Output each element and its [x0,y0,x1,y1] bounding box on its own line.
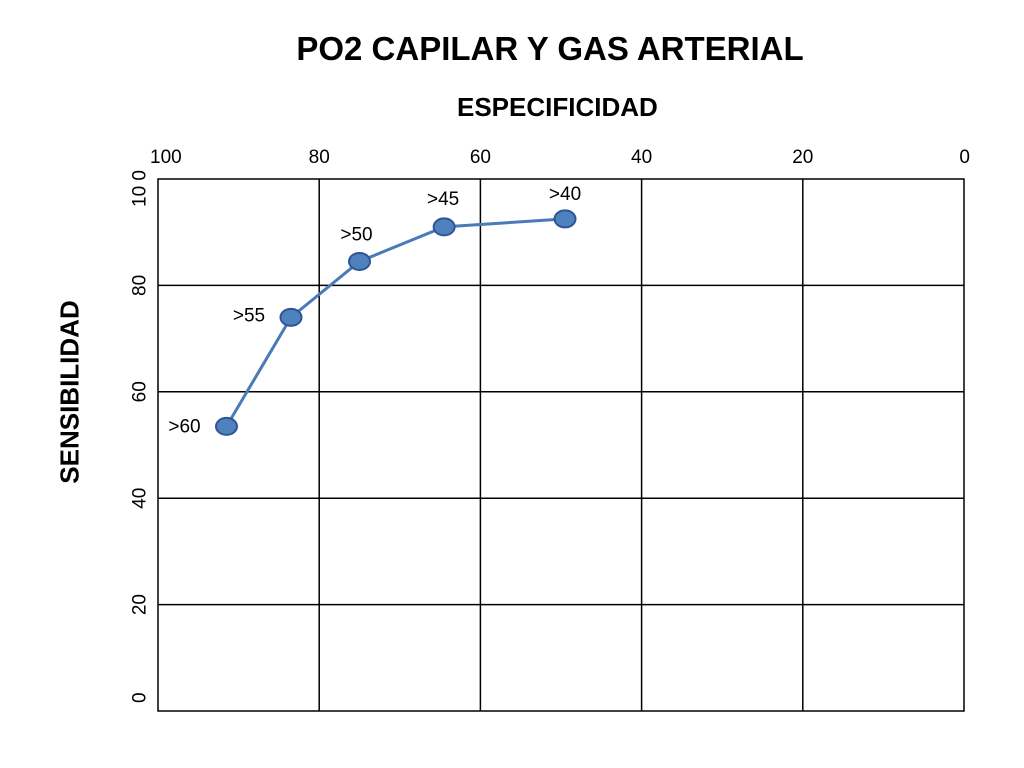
x-tick-label: 0 [959,147,970,168]
point-labels: >60 >55 >50 >45 >40 [168,184,581,437]
y-tick-labels: 0 20 40 60 80 10 0 [130,170,151,703]
x-tick-label: 20 [792,147,813,168]
data-point-marker [432,217,456,237]
chart-title: PO2 CAPILAR Y GAS ARTERIAL [296,30,804,67]
series-line [225,217,566,428]
grid [157,178,965,712]
y-tick-label: 80 [130,275,151,296]
data-point-label: >45 [427,189,459,210]
x-tick-label: 40 [631,147,652,168]
x-tick-label: 80 [309,147,330,168]
y-tick-label: 40 [130,488,151,509]
data-point-marker [348,251,371,271]
y-tick-label: 0 [130,692,151,703]
plot-frame [157,178,965,712]
x-tick-label: 100 [150,147,182,168]
data-point-marker [279,307,303,327]
data-point-marker [215,416,239,436]
data-point-label: >60 [168,416,200,437]
y-tick-label: 60 [130,381,151,402]
markers [215,209,577,436]
y-tick-label: 20 [130,594,151,615]
data-point-marker [553,209,577,229]
y-tick-label: 10 0 [130,170,151,207]
data-point-label: >40 [549,184,581,205]
data-point-label: >55 [233,305,265,326]
x-axis-label: ESPECIFICIDAD [457,92,658,122]
x-tick-label: 60 [470,147,491,168]
data-point-label: >50 [340,224,372,245]
x-tick-labels: 100 80 60 40 20 0 [150,147,970,168]
